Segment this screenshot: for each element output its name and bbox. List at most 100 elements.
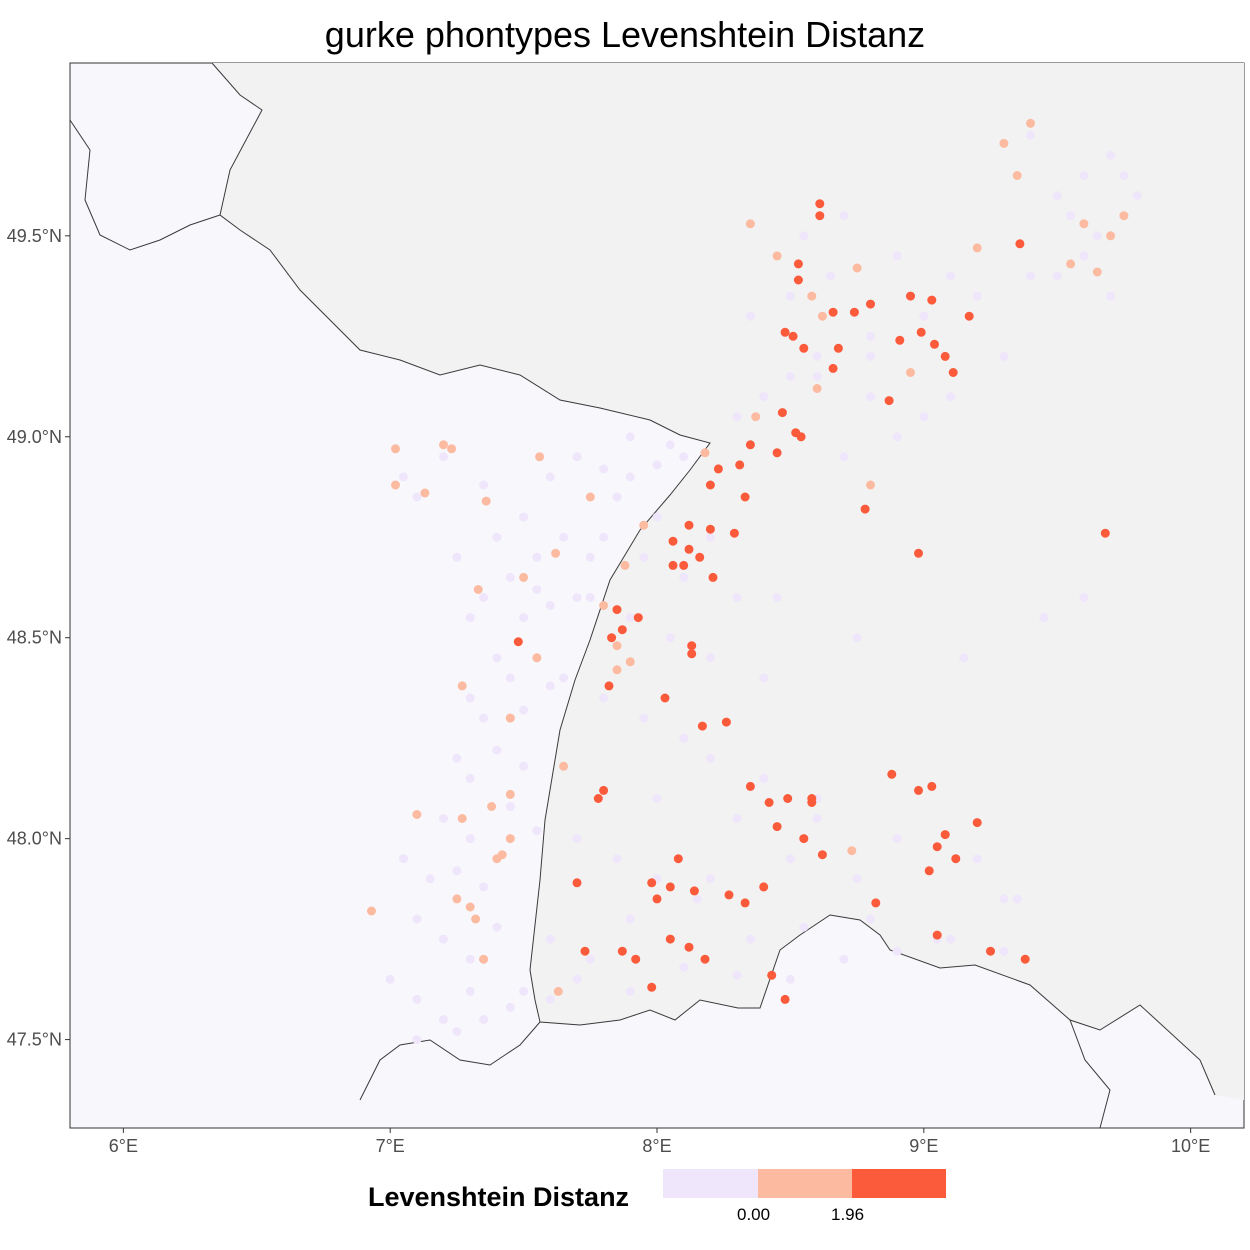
data-point-series-2 <box>783 794 792 803</box>
data-point-series-1 <box>613 665 622 674</box>
data-point-series-2 <box>941 352 950 361</box>
data-point-series-0 <box>519 613 528 622</box>
data-point-series-1 <box>458 681 467 690</box>
data-point-series-0 <box>439 935 448 944</box>
data-point-series-1 <box>447 444 456 453</box>
data-point-series-0 <box>1119 171 1128 180</box>
data-point-series-1 <box>973 243 982 252</box>
data-point-series-0 <box>1039 613 1048 622</box>
data-point-series-1 <box>466 903 475 912</box>
data-point-series-2 <box>925 866 934 875</box>
data-point-series-2 <box>794 276 803 285</box>
data-point-series-0 <box>799 231 808 240</box>
data-point-series-2 <box>674 854 683 863</box>
data-point-series-0 <box>546 601 555 610</box>
data-point-series-0 <box>479 1015 488 1024</box>
data-point-series-0 <box>786 372 795 381</box>
data-point-series-0 <box>546 935 555 944</box>
data-point-series-2 <box>807 798 816 807</box>
data-point-series-0 <box>466 834 475 843</box>
data-point-series-0 <box>786 292 795 301</box>
data-point-series-1 <box>420 489 429 498</box>
data-point-series-0 <box>946 935 955 944</box>
data-point-series-0 <box>466 955 475 964</box>
data-point-series-0 <box>1066 211 1075 220</box>
data-point-series-0 <box>1093 231 1102 240</box>
data-point-series-2 <box>781 995 790 1004</box>
data-point-series-1 <box>866 481 875 490</box>
data-point-series-1 <box>551 549 560 558</box>
data-point-series-0 <box>586 593 595 602</box>
data-point-series-2 <box>778 408 787 417</box>
data-point-series-2 <box>917 328 926 337</box>
data-point-series-2 <box>514 637 523 646</box>
legend-swatch-low <box>663 1169 758 1198</box>
data-point-series-0 <box>546 995 555 1004</box>
data-point-series-0 <box>773 593 782 602</box>
data-point-series-2 <box>746 782 755 791</box>
data-point-series-0 <box>506 1003 515 1012</box>
data-point-series-0 <box>599 533 608 542</box>
data-point-series-2 <box>725 890 734 899</box>
y-tick-label: 47.5°N <box>7 1030 62 1050</box>
data-point-series-2 <box>834 344 843 353</box>
data-point-series-0 <box>999 894 1008 903</box>
data-point-series-0 <box>866 915 875 924</box>
data-point-series-0 <box>506 573 515 582</box>
legend-swatch-high <box>852 1169 946 1198</box>
data-point-series-1 <box>853 264 862 273</box>
data-point-series-0 <box>439 814 448 823</box>
data-point-series-0 <box>706 653 715 662</box>
data-point-series-0 <box>626 613 635 622</box>
data-point-series-0 <box>919 312 928 321</box>
data-point-series-2 <box>730 529 739 538</box>
data-point-series-2 <box>767 971 776 980</box>
data-point-series-2 <box>773 822 782 831</box>
data-point-series-2 <box>647 983 656 992</box>
data-point-series-2 <box>647 878 656 887</box>
data-point-series-2 <box>669 537 678 546</box>
y-tick-label: 49.0°N <box>7 427 62 447</box>
data-point-series-0 <box>706 533 715 542</box>
data-point-series-0 <box>679 734 688 743</box>
data-point-series-0 <box>452 866 461 875</box>
data-point-series-0 <box>532 585 541 594</box>
data-point-series-0 <box>626 472 635 481</box>
data-point-series-1 <box>1013 171 1022 180</box>
data-point-series-0 <box>799 923 808 932</box>
data-point-series-0 <box>626 432 635 441</box>
x-tick-label: 9°E <box>909 1136 938 1156</box>
data-point-series-2 <box>695 553 704 562</box>
data-point-series-2 <box>613 605 622 614</box>
data-point-series-0 <box>706 874 715 883</box>
data-point-series-2 <box>1015 239 1024 248</box>
data-point-series-2 <box>799 834 808 843</box>
data-point-series-1 <box>559 762 568 771</box>
data-point-series-0 <box>613 493 622 502</box>
data-point-series-0 <box>653 460 662 469</box>
data-point-series-0 <box>519 513 528 522</box>
data-point-series-0 <box>893 432 902 441</box>
data-point-series-0 <box>733 593 742 602</box>
data-point-series-0 <box>586 955 595 964</box>
data-point-series-0 <box>626 915 635 924</box>
data-point-series-2 <box>885 396 894 405</box>
data-point-series-0 <box>679 452 688 461</box>
data-point-series-0 <box>452 553 461 562</box>
data-point-series-1 <box>613 641 622 650</box>
data-point-series-2 <box>661 694 670 703</box>
data-point-series-0 <box>466 694 475 703</box>
data-point-series-2 <box>618 625 627 634</box>
data-point-series-0 <box>452 754 461 763</box>
data-point-series-0 <box>412 493 421 502</box>
x-tick-label: 10°E <box>1171 1136 1210 1156</box>
data-point-series-2 <box>706 525 715 534</box>
data-point-series-2 <box>949 368 958 377</box>
data-point-series-2 <box>607 633 616 642</box>
data-point-series-1 <box>506 834 515 843</box>
data-point-series-0 <box>466 613 475 622</box>
data-point-series-2 <box>685 545 694 554</box>
legend-title: Levenshtein Distanz <box>368 1182 629 1213</box>
data-point-series-2 <box>927 782 936 791</box>
data-point-series-0 <box>573 975 582 984</box>
